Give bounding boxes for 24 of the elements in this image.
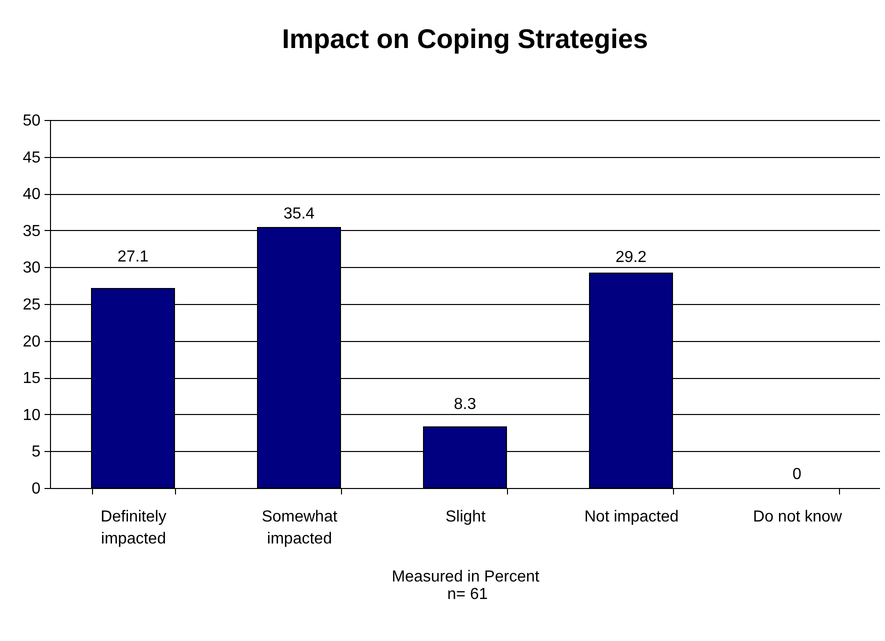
x-tick-label: Somewhat impacted — [262, 508, 338, 548]
chart-title: Impact on Coping Strategies — [282, 24, 648, 54]
y-tick-label: 45 — [22, 149, 41, 166]
y-tick-label: 40 — [22, 186, 41, 204]
y-tick-label: 15 — [22, 370, 41, 388]
data-label: 27.1 — [117, 248, 149, 266]
data-label: 29.2 — [615, 249, 647, 266]
y-tick-label: 5 — [32, 444, 41, 461]
y-tick-label: 20 — [22, 333, 41, 350]
x-tick-label: Do not know — [753, 508, 842, 526]
text: n= 61 — [446, 586, 489, 604]
x-tick-label: Slight — [445, 508, 486, 526]
data-label: 35.4 — [283, 205, 315, 222]
x-tick-label: Not impacted — [584, 508, 679, 526]
y-tick-label: 10 — [22, 406, 41, 424]
y-tick-label: 35 — [22, 222, 41, 240]
y-tick-label: 30 — [22, 260, 41, 277]
y-tick-label: 50 — [22, 112, 41, 130]
y-tick-label: 25 — [22, 296, 41, 314]
data-label: 0 — [792, 466, 802, 483]
x-axis-title: Measured in Percent — [392, 568, 540, 586]
y-tick-label: 0 — [32, 480, 41, 498]
x-tick-label: Definitely impacted — [100, 508, 166, 548]
data-label: 8.3 — [454, 396, 476, 413]
